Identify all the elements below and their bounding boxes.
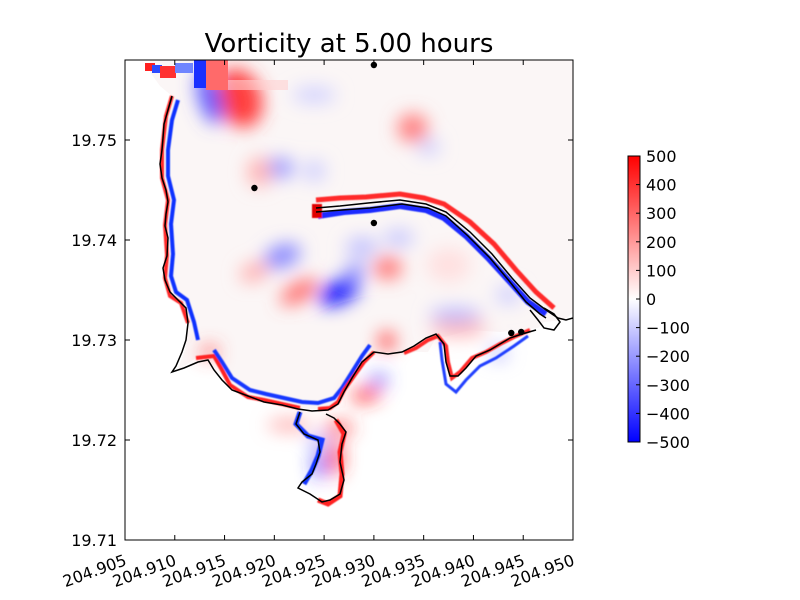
inlet-pink-strip: [228, 80, 288, 90]
colorbar-tick-label: 0: [646, 290, 656, 309]
vorticity-blob-18: [429, 308, 482, 322]
coastline-inlet: [295, 411, 347, 503]
plot-frame: [124, 59, 574, 541]
vorticity-blob-10: [240, 262, 269, 282]
vorticity-blob-16: [383, 230, 414, 246]
inlet-red-column-2: [160, 66, 176, 78]
vorticity-blob-21: [379, 333, 394, 349]
colorbar-tick-label: 300: [646, 204, 677, 223]
vorticity-blob-15: [346, 238, 378, 256]
vorticity-blob-9: [264, 243, 301, 269]
colorbar-tick-label: 500: [646, 147, 677, 166]
observation-point-2: [251, 184, 258, 192]
colorbar-tick-label: −100: [646, 319, 690, 338]
vorticity-blob-8: [417, 139, 440, 155]
colorbar-tick-label: −400: [646, 404, 690, 423]
coastline: [159, 95, 573, 503]
colorbar-tick-label: 400: [646, 176, 677, 195]
vorticity-blob-12: [280, 278, 318, 306]
inlet-vorticity: [145, 60, 288, 90]
shore-band-red-bottom: [195, 353, 301, 410]
observation-point-5: [518, 328, 525, 336]
y-tick-label: 19.71: [71, 531, 117, 550]
vorticity-blob-22: [351, 388, 381, 402]
y-tick-label: 19.72: [71, 431, 117, 450]
inlet-blue-column-3: [194, 60, 206, 88]
vorticity-blob-28: [267, 420, 312, 430]
vorticity-blob-20: [426, 248, 471, 282]
colorbar-tick-label: −200: [646, 347, 690, 366]
vorticity-blob-17: [430, 319, 487, 337]
vorticity-blob-3: [292, 87, 337, 103]
inlet-blue-column-1: [152, 65, 162, 73]
observation-point-3: [370, 219, 378, 227]
shore-band-blue-east: [438, 334, 529, 395]
vorticity-blob-13: [344, 262, 366, 280]
colorbar-tick-label: 100: [646, 261, 677, 280]
vorticity-blob-14: [373, 257, 402, 279]
vorticity-blob-7: [397, 114, 428, 142]
vorticity-blob-6: [303, 161, 326, 181]
inlet-blue-column-2: [175, 63, 193, 73]
y-tick-label: 19.75: [71, 131, 117, 150]
colorbar-tick-label: −300: [646, 376, 690, 395]
vorticity-blob-4: [264, 158, 295, 178]
breakwater-tip-red: [312, 204, 322, 218]
colorbar-tick-label: −500: [646, 433, 690, 452]
vorticity-blob-5: [247, 157, 272, 187]
plot-area: 204.905204.910204.915204.920204.925204.9…: [60, 59, 577, 591]
shore-band-blue-bottom: [212, 343, 372, 406]
colorbar-tick-label: 200: [646, 233, 677, 252]
coastline-main: [159, 95, 537, 412]
vorticity-blob-23: [369, 375, 388, 385]
colorbar: 500 400 300 200 100 0 −100 −200 −300 −400 −500: [627, 147, 690, 452]
y-axis-ticks: 19.71 19.72 19.73 19.74 19.75: [71, 131, 573, 550]
chart-title: Vorticity at 5.00 hours: [205, 29, 494, 59]
colorbar-ticks: 500 400 300 200 100 0 −100 −200 −300 −400 −500: [636, 147, 690, 452]
inlet-red-column-3: [206, 60, 228, 90]
vorticity-blob-11: [318, 278, 360, 306]
coastline-harbor: [529, 307, 561, 331]
shore-band-blue-left: [166, 99, 200, 341]
observation-point-4: [508, 329, 515, 337]
y-tick-label: 19.73: [71, 331, 117, 350]
y-tick-label: 19.74: [71, 231, 117, 250]
inlet-red-column-1: [145, 63, 155, 71]
breakwater-red-band: [315, 191, 556, 310]
